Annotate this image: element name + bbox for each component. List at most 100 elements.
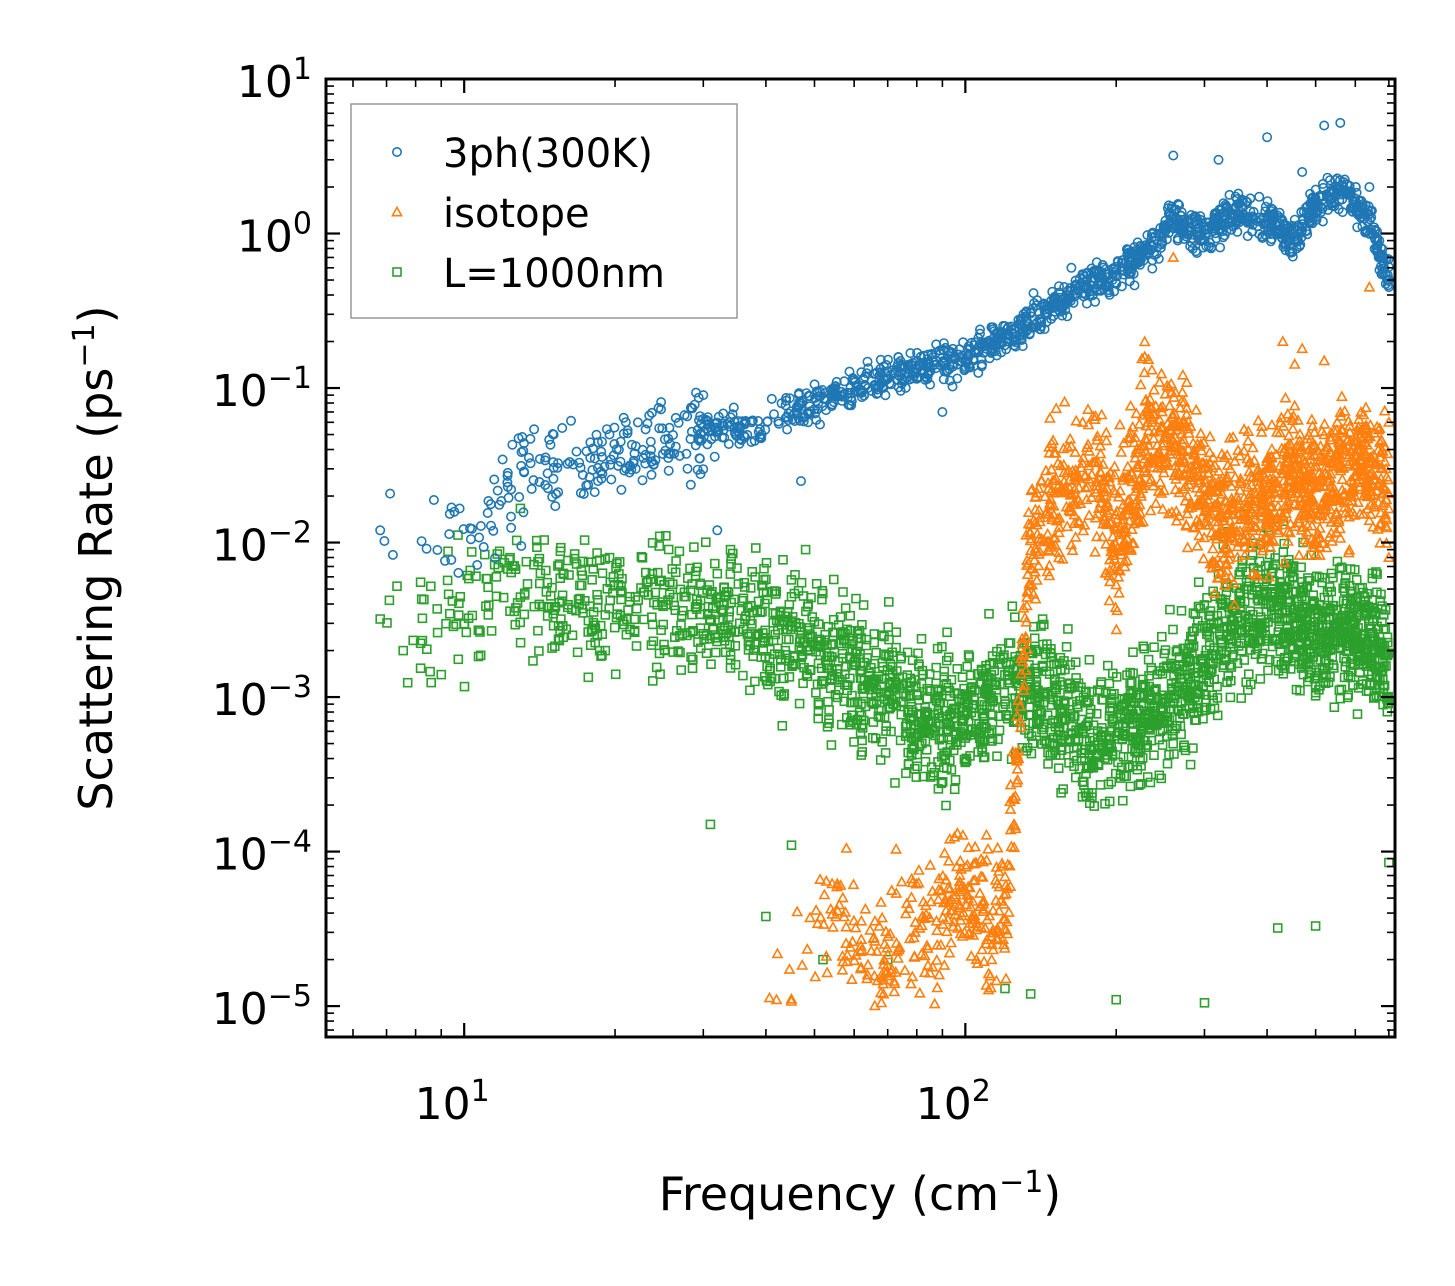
data-point (786, 575, 797, 585)
data-point (1343, 670, 1353, 681)
data-point (1066, 262, 1077, 273)
data-point (781, 634, 792, 645)
data-point (494, 546, 505, 557)
data-point (949, 703, 959, 714)
data-point (454, 598, 464, 609)
data-point (1026, 748, 1037, 759)
data-point (1347, 609, 1357, 619)
data-point (1157, 668, 1168, 679)
data-point (1077, 792, 1088, 802)
data-point (1169, 386, 1182, 398)
data-point (1223, 546, 1236, 558)
data-point (938, 846, 951, 858)
data-point (1284, 469, 1297, 481)
data-point (1083, 509, 1096, 520)
data-point (1184, 496, 1197, 507)
data-point (1182, 427, 1195, 438)
data-point (1322, 172, 1333, 183)
data-point (903, 932, 916, 944)
data-point (1375, 646, 1386, 656)
data-point (1363, 639, 1373, 650)
data-point (822, 663, 832, 673)
data-point (1364, 616, 1374, 626)
data-point (601, 424, 612, 435)
data-point (896, 651, 907, 662)
data-point (1279, 638, 1290, 649)
data-point (1334, 409, 1347, 421)
data-point (1272, 526, 1285, 538)
data-point (1011, 762, 1024, 774)
data-point (1032, 559, 1045, 571)
data-point (443, 546, 453, 557)
data-point (1348, 680, 1358, 690)
data-point (426, 677, 437, 688)
data-point (1060, 466, 1073, 478)
data-point (940, 925, 953, 937)
data-point (1111, 994, 1121, 1005)
data-point (1212, 617, 1222, 628)
data-point (952, 740, 962, 750)
data-point (444, 529, 455, 540)
data-point (1138, 641, 1148, 652)
data-point (822, 640, 832, 650)
data-point (739, 577, 750, 588)
data-point (810, 904, 823, 915)
data-point (1324, 629, 1335, 639)
data-point (709, 451, 720, 462)
data-point (1154, 476, 1167, 487)
data-point (1123, 514, 1136, 526)
data-point (871, 974, 884, 986)
data-point (1363, 474, 1376, 485)
data-point (1309, 498, 1322, 510)
data-point (528, 656, 538, 666)
data-point (1136, 698, 1146, 709)
data-point (1204, 430, 1216, 442)
data-point (1293, 473, 1306, 485)
data-point (1100, 434, 1113, 446)
data-point (1048, 446, 1061, 458)
data-point (1070, 414, 1083, 426)
data-point (726, 597, 736, 608)
data-point (1356, 423, 1369, 434)
data-point (890, 887, 903, 898)
data-point (956, 829, 969, 840)
data-point (1136, 476, 1148, 488)
data-point (901, 768, 911, 779)
data-point (1281, 535, 1294, 546)
data-point (962, 841, 975, 853)
data-point (1252, 463, 1265, 475)
data-point (960, 898, 973, 910)
data-point (1185, 664, 1195, 675)
data-point (1002, 906, 1015, 917)
data-point (1345, 564, 1356, 574)
data-point (1146, 416, 1159, 427)
data-point (950, 860, 963, 872)
data-point (1082, 438, 1094, 450)
data-point (974, 733, 985, 744)
data-point (1300, 490, 1313, 501)
data-point (1374, 461, 1387, 473)
data-point (674, 450, 685, 461)
data-point (1278, 463, 1291, 474)
data-point (884, 649, 894, 660)
data-point (1364, 418, 1377, 430)
data-point (1008, 841, 1021, 853)
data-point (1212, 464, 1225, 476)
data-point (1001, 915, 1013, 927)
data-point (439, 555, 450, 566)
data-point (1076, 748, 1086, 759)
data-point (778, 554, 788, 565)
data-point (1313, 522, 1326, 533)
data-point (877, 987, 890, 999)
data-point (931, 924, 943, 936)
data-point (928, 770, 938, 781)
data-point (1234, 569, 1244, 580)
data-point (1346, 455, 1359, 466)
data-point (943, 832, 956, 844)
data-point (1171, 646, 1182, 657)
data-point (839, 376, 850, 387)
data-point (948, 830, 961, 842)
data-point (976, 943, 989, 955)
data-point (1336, 684, 1347, 695)
data-point (1060, 664, 1070, 675)
